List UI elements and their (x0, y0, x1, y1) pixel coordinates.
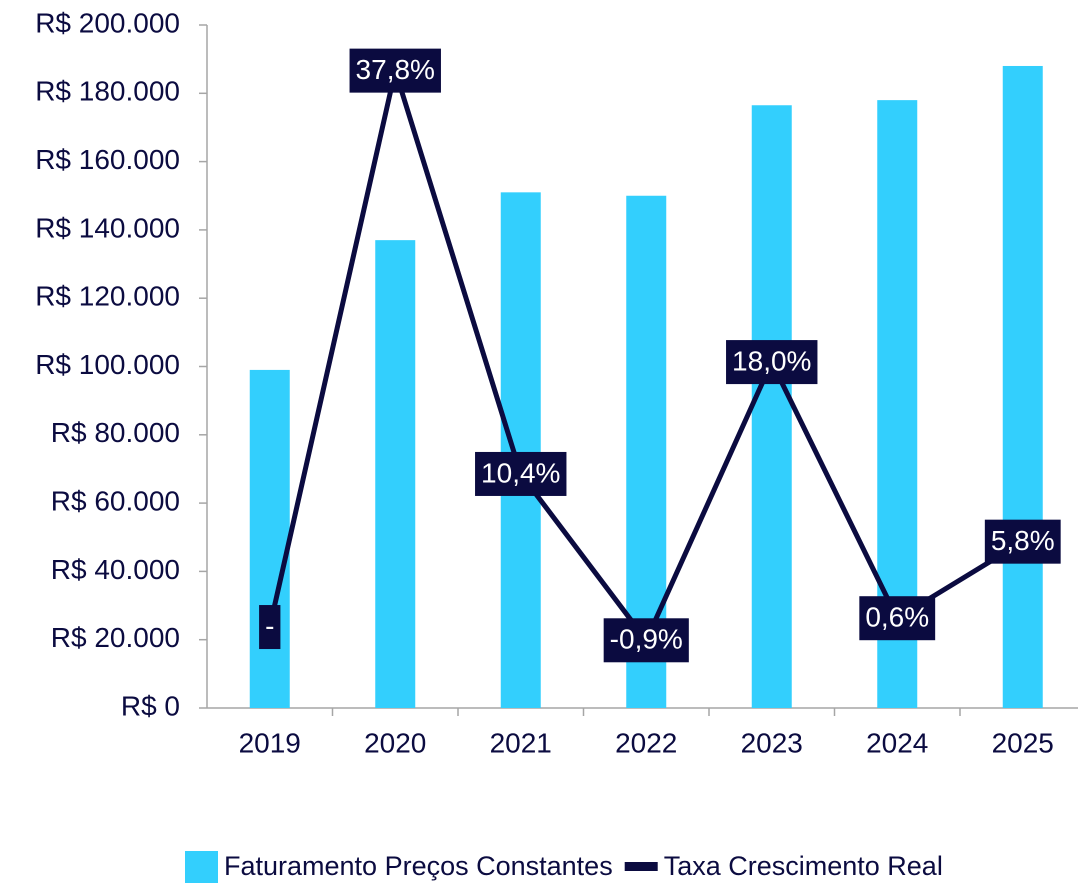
y-tick-label: R$ 20.000 (51, 622, 180, 653)
data-label-box (859, 596, 936, 641)
legend-swatch (185, 851, 218, 883)
x-tick-label: 2021 (490, 727, 552, 758)
y-tick-label: R$ 140.000 (35, 212, 180, 243)
x-tick-label: 2025 (992, 727, 1054, 758)
data-label-text: 37,8% (356, 54, 435, 85)
y-tick-label: R$ 80.000 (51, 417, 180, 448)
data-label-box (603, 618, 689, 663)
data-label: 37,8% (349, 48, 441, 93)
y-tick-label: R$ 180.000 (35, 76, 180, 107)
y-tick-label: R$ 120.000 (35, 281, 180, 312)
legend-label: Faturamento Preços Constantes (224, 851, 613, 881)
legend-label: Taxa Crescimento Real (664, 851, 943, 881)
data-label: -0,9% (603, 618, 689, 663)
bar (375, 240, 416, 708)
y-tick-label: R$ 160.000 (35, 144, 180, 175)
data-label: 18,0% (726, 340, 818, 385)
x-tick-label: 2022 (615, 727, 677, 758)
data-label: 10,4% (475, 451, 567, 496)
y-tick-label: R$ 200.000 (35, 7, 180, 38)
data-label-text: 5,8% (991, 525, 1055, 556)
x-tick-label: 2020 (364, 727, 426, 758)
data-label: 5,8% (984, 519, 1061, 564)
y-tick-label: R$ 0 (121, 690, 180, 721)
data-label-box (984, 519, 1061, 564)
y-tick-label: R$ 100.000 (35, 349, 180, 380)
y-tick-label: R$ 40.000 (51, 554, 180, 585)
data-label-text: 10,4% (481, 457, 560, 488)
data-label-text: - (265, 610, 274, 641)
x-tick-label: 2024 (866, 727, 928, 758)
data-label-text: -0,9% (610, 624, 683, 655)
y-tick-label: R$ 60.000 (51, 485, 180, 516)
bar (751, 105, 792, 708)
x-tick-label: 2023 (741, 727, 803, 758)
x-tick-label: 2019 (239, 727, 301, 758)
data-label: 0,6% (859, 596, 936, 641)
data-label-text: 0,6% (865, 602, 929, 633)
bar (249, 369, 290, 708)
data-label-box (475, 451, 567, 496)
data-label-text: 18,0% (732, 345, 811, 376)
data-label-box (349, 48, 441, 93)
data-label-box (726, 340, 818, 385)
bar (1002, 65, 1043, 709)
legend-swatch (624, 862, 658, 871)
data-label: - (259, 605, 281, 650)
bar (500, 192, 541, 708)
data-label-box (259, 605, 281, 650)
